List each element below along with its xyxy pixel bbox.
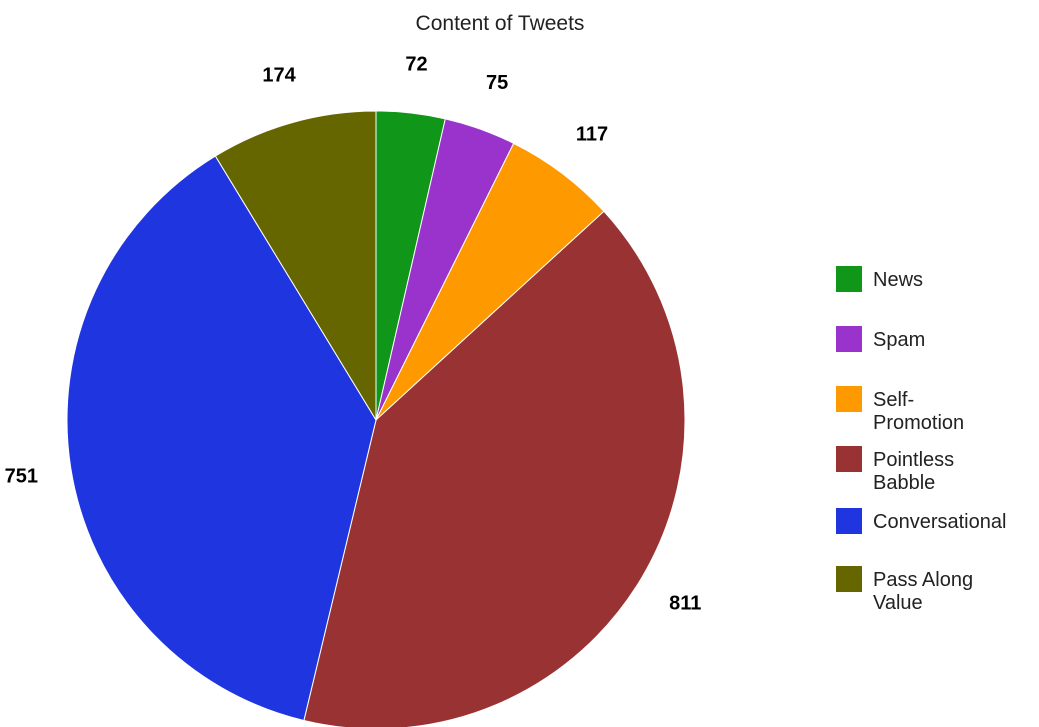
legend-label-pointless-babble: Pointless Babble [873, 449, 954, 494]
legend-item-conversational: Conversational [836, 508, 1006, 534]
data-label-pointless-babble: 811 [669, 592, 701, 614]
data-label-spam: 75 [486, 72, 508, 94]
legend-swatch-pass-along-value [836, 566, 862, 592]
legend-swatch-news [836, 266, 862, 292]
legend-item-pass-along-value: Pass Along Value [836, 566, 973, 614]
data-label-self-promotion: 117 [576, 123, 608, 145]
data-label-pass-along-value: 174 [262, 64, 296, 86]
legend-label-self-promotion: Self-Promotion [873, 389, 964, 434]
pie-slice-pass-along-value [214, 110, 377, 422]
data-label-news: 72 [405, 53, 427, 75]
data-label-conversational: 751 [5, 466, 38, 488]
legend-item-pointless-babble: Pointless Babble [836, 446, 954, 494]
pie-slice-conversational [66, 155, 377, 722]
legend-swatch-pointless-babble [836, 446, 862, 472]
legend-swatch-self-promotion [836, 386, 862, 412]
legend-label-news: News [873, 269, 923, 291]
legend-label-pass-along-value: Pass Along Value [873, 569, 973, 614]
pie-slice-pointless-babble [303, 210, 686, 727]
legend-label-spam: Spam [873, 329, 925, 351]
chart-title: Content of Tweets [415, 12, 585, 35]
legend-swatch-conversational [836, 508, 862, 534]
legend-item-self-promotion: Self-Promotion [836, 386, 964, 434]
legend-swatch-spam [836, 326, 862, 352]
legend-item-news: News [836, 266, 923, 292]
legend-item-spam: Spam [836, 326, 925, 352]
legend-label-conversational: Conversational [873, 511, 1006, 533]
